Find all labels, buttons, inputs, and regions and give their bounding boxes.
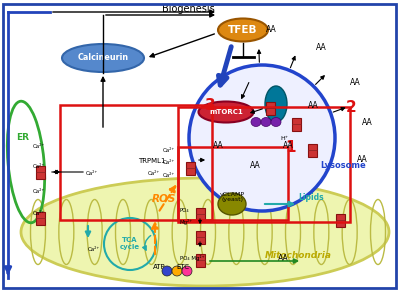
Text: 3: 3 — [205, 98, 216, 113]
Text: PO₄: PO₄ — [180, 208, 190, 213]
Text: TRPML1: TRPML1 — [138, 158, 166, 164]
FancyBboxPatch shape — [308, 143, 316, 157]
Text: ROS: ROS — [152, 194, 176, 204]
Ellipse shape — [162, 266, 172, 276]
Text: AA: AA — [250, 161, 261, 170]
Text: Ca²⁺: Ca²⁺ — [88, 247, 100, 252]
Text: vCLAMP
(yeast): vCLAMP (yeast) — [220, 191, 244, 203]
Text: Ca²⁺: Ca²⁺ — [163, 160, 175, 165]
Ellipse shape — [265, 86, 287, 122]
Text: Mitochondria: Mitochondria — [264, 251, 332, 260]
Text: AA: AA — [357, 155, 368, 164]
Text: ER: ER — [16, 133, 29, 142]
Ellipse shape — [182, 266, 192, 276]
Ellipse shape — [218, 19, 268, 42]
FancyBboxPatch shape — [186, 162, 194, 175]
Text: AA: AA — [213, 141, 224, 150]
Text: Ca²⁺: Ca²⁺ — [33, 211, 45, 216]
FancyBboxPatch shape — [196, 207, 204, 221]
Text: 1: 1 — [285, 140, 296, 155]
Ellipse shape — [271, 118, 281, 127]
Ellipse shape — [218, 193, 246, 215]
Ellipse shape — [251, 118, 261, 127]
Ellipse shape — [261, 118, 271, 127]
Text: AA: AA — [278, 254, 289, 263]
Text: Calcineurin: Calcineurin — [78, 54, 128, 63]
Text: ATP: ATP — [153, 264, 166, 270]
FancyBboxPatch shape — [196, 230, 204, 244]
FancyBboxPatch shape — [36, 212, 44, 224]
Text: AA: AA — [283, 141, 294, 150]
FancyBboxPatch shape — [196, 253, 204, 267]
Text: Ca²⁺: Ca²⁺ — [86, 171, 98, 176]
FancyBboxPatch shape — [292, 118, 300, 130]
Text: 2: 2 — [346, 100, 357, 115]
Text: Ca²⁺: Ca²⁺ — [33, 144, 45, 149]
Text: TCA
cycle: TCA cycle — [120, 237, 140, 251]
Text: PO₄ Mg²⁺: PO₄ Mg²⁺ — [180, 255, 204, 261]
Ellipse shape — [62, 44, 144, 72]
Text: Biogenesis: Biogenesis — [162, 4, 214, 14]
Text: Ca²⁺: Ca²⁺ — [163, 173, 175, 178]
Text: Ca²⁺: Ca²⁺ — [163, 148, 175, 153]
Text: ETC: ETC — [176, 264, 189, 270]
Text: AA: AA — [362, 118, 373, 127]
Text: TFEB: TFEB — [228, 25, 258, 35]
Circle shape — [189, 65, 335, 211]
Ellipse shape — [21, 178, 389, 286]
Text: Ca²⁺: Ca²⁺ — [148, 171, 160, 176]
FancyBboxPatch shape — [336, 214, 344, 226]
Text: Lipids: Lipids — [298, 193, 324, 202]
Text: Lysosome: Lysosome — [320, 161, 366, 170]
Text: Ca²⁺: Ca²⁺ — [33, 164, 45, 169]
Text: AA: AA — [308, 101, 319, 110]
Text: AA: AA — [266, 25, 277, 34]
Text: AA: AA — [350, 78, 361, 87]
FancyBboxPatch shape — [266, 102, 274, 114]
Ellipse shape — [198, 102, 254, 123]
FancyBboxPatch shape — [36, 166, 44, 178]
Text: AA: AA — [316, 43, 327, 52]
Text: H⁺: H⁺ — [280, 136, 288, 141]
Text: Mg²⁺: Mg²⁺ — [180, 219, 193, 225]
Text: mTORC1: mTORC1 — [209, 109, 243, 115]
Text: Ca²⁺: Ca²⁺ — [33, 189, 45, 194]
Ellipse shape — [172, 266, 182, 276]
